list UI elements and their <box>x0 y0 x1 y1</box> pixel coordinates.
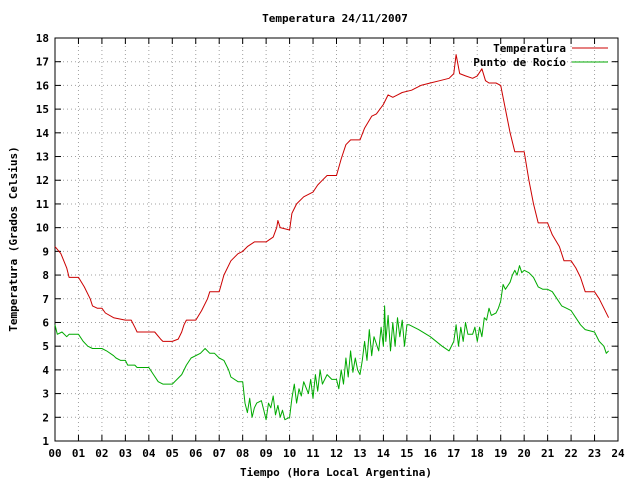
y-axis-label: Temperatura (Grados Celsius) <box>7 146 20 331</box>
x-tick-label: 13 <box>353 447 366 460</box>
x-tick-label: 06 <box>189 447 203 460</box>
y-tick-label: 1 <box>42 435 49 448</box>
y-tick-label: 9 <box>42 245 49 258</box>
y-tick-label: 3 <box>42 388 49 401</box>
y-tick-label: 12 <box>36 174 49 187</box>
y-tick-label: 15 <box>36 103 49 116</box>
temperatura-line <box>54 54 610 342</box>
x-tick-label: 05 <box>166 447 179 460</box>
series-lines <box>54 54 610 421</box>
x-tick-label: 10 <box>283 447 296 460</box>
x-tick-label: 18 <box>471 447 484 460</box>
x-tick-label: 21 <box>541 447 555 460</box>
x-axis-label: Tiempo (Hora Local Argentina) <box>240 466 432 479</box>
x-tick-label: 01 <box>72 447 86 460</box>
x-tick-label: 24 <box>611 447 625 460</box>
x-tick-label: 09 <box>260 447 273 460</box>
x-tick-label: 11 <box>306 447 320 460</box>
y-tick-label: 8 <box>42 269 49 282</box>
y-tick-label: 2 <box>42 411 49 424</box>
x-tick-label: 19 <box>494 447 507 460</box>
x-tick-label: 14 <box>377 447 391 460</box>
legend-label-rocio: Punto de Rocío <box>473 56 566 69</box>
x-tick-label: 02 <box>95 447 108 460</box>
x-tick-label: 08 <box>236 447 249 460</box>
y-tick-label: 11 <box>36 198 50 211</box>
x-tick-label: 20 <box>518 447 531 460</box>
legend: Temperatura Punto de Rocío <box>473 42 608 69</box>
x-tick-label: 07 <box>213 447 226 460</box>
y-tick-label: 7 <box>42 293 49 306</box>
x-tick-label: 03 <box>119 447 132 460</box>
x-tick-label: 16 <box>424 447 438 460</box>
y-tick-label: 10 <box>36 222 49 235</box>
x-tick-label: 22 <box>564 447 577 460</box>
x-tick-label: 15 <box>400 447 413 460</box>
x-axis: 00 01 02 03 04 05 06 07 08 09 10 11 12 13 14 15 16 17 18 19… <box>48 38 625 460</box>
y-tick-label: 17 <box>36 56 49 69</box>
y-tick-label: 4 <box>42 364 49 377</box>
y-tick-label: 5 <box>42 340 49 353</box>
x-tick-label: 04 <box>142 447 156 460</box>
y-tick-label: 13 <box>36 151 49 164</box>
x-tick-label: 17 <box>447 447 460 460</box>
x-tick-label: 00 <box>48 447 61 460</box>
y-tick-label: 18 <box>36 32 49 45</box>
y-tick-label: 14 <box>36 127 50 140</box>
x-tick-label: 23 <box>588 447 601 460</box>
x-tick-label: 12 <box>330 447 343 460</box>
punto-de-rocio-line <box>54 265 609 421</box>
chart-title: Temperatura 24/11/2007 <box>262 12 408 25</box>
legend-label-temperatura: Temperatura <box>493 42 566 55</box>
y-tick-label: 6 <box>42 316 49 329</box>
y-tick-label: 16 <box>36 79 50 92</box>
